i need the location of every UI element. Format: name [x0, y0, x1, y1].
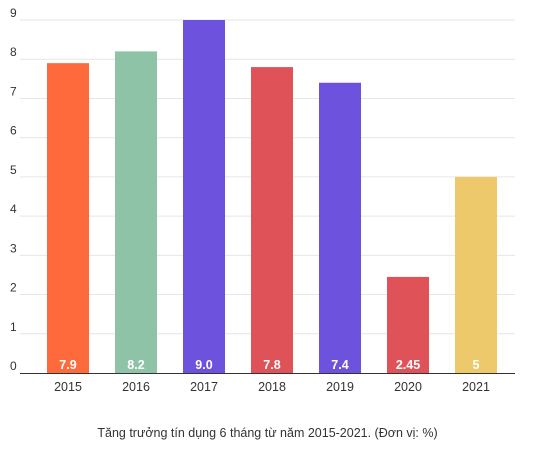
bars [47, 20, 497, 374]
y-tick-label: 2 [10, 281, 17, 295]
bar-2015 [47, 63, 89, 374]
x-tick-label-2021: 2021 [462, 380, 490, 394]
value-label-2018: 7.8 [263, 358, 280, 372]
bar-2016 [115, 51, 157, 373]
value-label-2016: 8.2 [127, 358, 144, 372]
bar-2018 [251, 67, 293, 374]
chart-caption: Tăng trưởng tín dụng 6 tháng từ năm 2015… [97, 426, 438, 440]
value-label-2017: 9.0 [195, 358, 212, 372]
x-tick-label-2015: 2015 [54, 380, 82, 394]
y-tick-label: 4 [10, 202, 17, 216]
y-tick-label: 8 [10, 45, 17, 59]
value-label-2021: 5 [473, 358, 480, 372]
y-tick-label: 7 [10, 84, 17, 98]
bar-2017 [183, 20, 225, 373]
x-tick-label-2016: 2016 [122, 380, 150, 394]
bar-2020 [387, 276, 429, 373]
value-labels: 7.9 8.2 9.0 7.8 7.4 2.45 5 [59, 358, 479, 372]
value-label-2015: 7.9 [59, 358, 76, 372]
y-tick-label: 0 [10, 359, 17, 373]
y-tick-label: 3 [10, 241, 17, 255]
x-tick-label-2018: 2018 [258, 380, 286, 394]
value-label-2020: 2.45 [396, 358, 420, 372]
y-axis-ticks: 0 1 2 3 4 5 6 7 8 9 [10, 6, 17, 373]
x-tick-label-2020: 2020 [394, 380, 422, 394]
x-tick-label-2017: 2017 [190, 380, 218, 394]
y-tick-label: 1 [10, 320, 17, 334]
x-tick-label-2019: 2019 [326, 380, 354, 394]
y-tick-label: 6 [10, 124, 17, 138]
bar-2019 [319, 82, 361, 373]
bar-2021 [455, 176, 497, 373]
x-axis-ticks: 2015 2016 2017 2018 2019 2020 2021 [54, 380, 490, 394]
value-label-2019: 7.4 [331, 358, 348, 372]
y-tick-label: 9 [10, 6, 17, 20]
y-tick-label: 5 [10, 163, 17, 177]
